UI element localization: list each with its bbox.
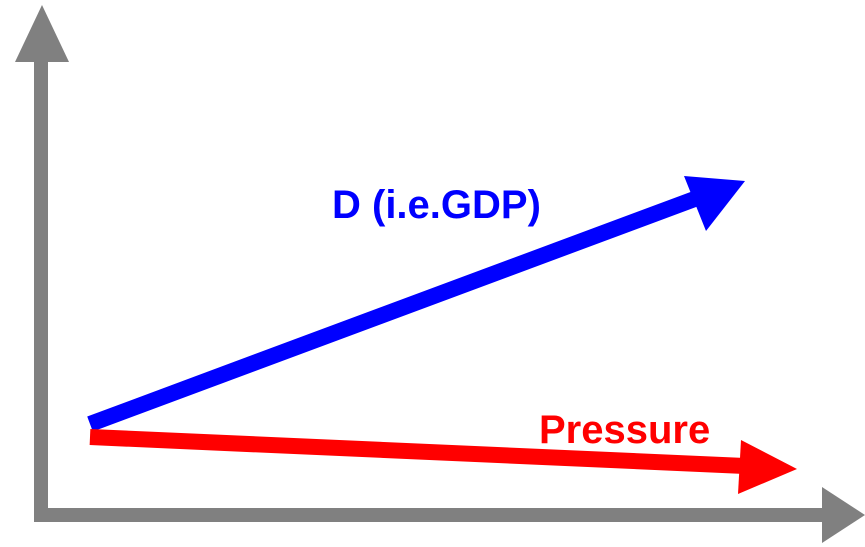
y-axis <box>15 5 69 520</box>
gdp-label: D (i.e.GDP) <box>332 183 541 227</box>
gdp-arrow-shaft <box>87 189 703 432</box>
x-axis-arrowhead <box>822 487 865 543</box>
y-axis-line <box>34 60 48 520</box>
pressure-label: Pressure <box>539 408 710 452</box>
gdp-arrow-head <box>684 176 745 231</box>
pressure-arrow-head <box>738 440 797 494</box>
pressure-arrow-shaft <box>89 429 746 474</box>
x-axis-line <box>34 508 824 522</box>
pressure-arrow <box>89 429 797 494</box>
x-axis <box>34 487 865 543</box>
y-axis-arrowhead <box>15 5 69 62</box>
gdp-arrow <box>87 176 745 432</box>
